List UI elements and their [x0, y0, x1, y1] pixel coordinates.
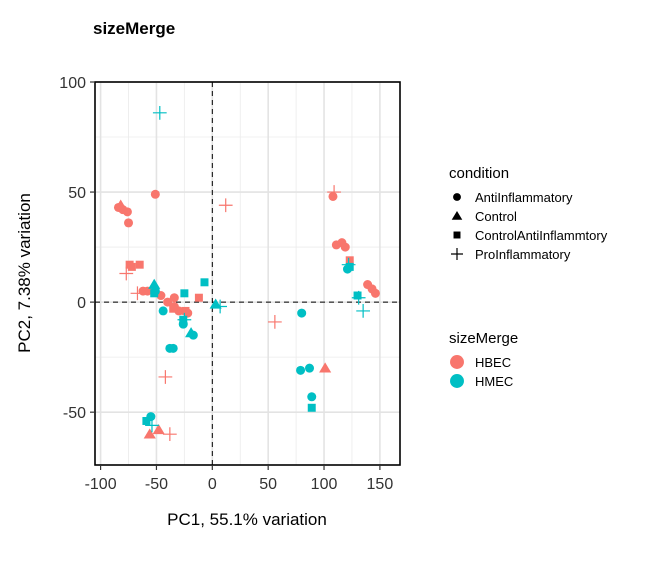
data-point-hbec-circle — [328, 191, 338, 201]
data-point-hmec-plus — [351, 290, 366, 305]
legend-label-antiinflammatory: AntiInflammatory — [475, 190, 573, 205]
y-axis: -50 0 50 100 — [59, 75, 95, 422]
data-point-hbec-circle — [340, 242, 350, 252]
x-tick-label: 50 — [259, 476, 277, 493]
reference-lines — [95, 82, 400, 465]
data-point-hmec-square — [150, 289, 159, 298]
legend-sizemerge-title: sizeMerge — [449, 330, 518, 347]
data-point-hbec-triangle — [114, 199, 127, 210]
data-point-hmec-circle — [168, 343, 178, 353]
data-point-hbec-square — [169, 304, 178, 313]
legend-label-hmec: HMEC — [475, 374, 513, 389]
x-tick-label: 100 — [311, 476, 338, 493]
data-point-hmec-circle — [304, 363, 315, 373]
x-tick-label: -100 — [85, 476, 117, 493]
y-axis-label: PC2, 7.38% variation — [15, 193, 34, 353]
data-point-hmec-square — [142, 416, 151, 425]
data-point-hmec-circle — [158, 306, 168, 316]
data-point-hbec-triangle — [319, 362, 332, 373]
legend-label-controlantiinflammtory: ControlAntiInflammtory — [475, 228, 608, 243]
data-point-hbec-plus — [158, 370, 173, 384]
plot-area — [94, 81, 401, 466]
legend-label-hbec: HBEC — [475, 355, 511, 370]
plot-border — [94, 81, 401, 466]
legend-sizemerge: sizeMerge HBEC HMEC — [449, 330, 518, 389]
data-point-hmec-circle — [297, 308, 307, 318]
data-point-hbec-circle — [122, 207, 132, 217]
y-tick-label: 100 — [59, 75, 86, 92]
y-tick-label: -50 — [63, 405, 86, 422]
legend-condition-title: condition — [449, 165, 509, 182]
plot-background — [95, 82, 400, 465]
legend-label-proinflammatory: ProInflammatory — [475, 247, 571, 262]
legend-key-hbec — [450, 355, 464, 369]
legend-key-triangle — [451, 210, 463, 220]
data-point-hmec-square — [353, 291, 362, 300]
x-axis: -100 -50 0 50 100 150 — [85, 465, 394, 493]
data-point-hmec-plus — [152, 105, 167, 120]
legend-key-hmec — [450, 374, 464, 388]
data-point-hmec-square — [345, 262, 354, 271]
data-point-hmec-square — [180, 289, 189, 298]
data-point-hmec-square — [307, 403, 316, 412]
data-point-hmec-circle — [296, 365, 306, 375]
data-point-hmec-plus — [177, 312, 192, 327]
data-point-hbec-circle — [370, 288, 380, 298]
data-point-hbec-square — [194, 293, 203, 302]
data-point-hbec-circle — [150, 189, 160, 199]
data-point-hbec-triangle — [152, 424, 165, 435]
data-point-hbec-plus — [162, 427, 177, 442]
y-tick-label: 0 — [77, 295, 86, 312]
data-point-hmec-triangle — [185, 327, 198, 338]
data-point-hbec-plus — [327, 185, 341, 199]
data-point-hbec-square — [345, 256, 354, 265]
legend-key-circle — [453, 193, 461, 201]
legend-key-plus — [451, 248, 463, 260]
data-point-hbec-circle — [124, 218, 134, 228]
data-point-hbec-plus — [267, 315, 282, 329]
data-point-hbec-square — [127, 262, 136, 271]
x-tick-label: 150 — [367, 476, 394, 493]
x-axis-label: PC1, 55.1% variation — [167, 510, 327, 529]
x-tick-label: -50 — [145, 476, 168, 493]
data-point-hbec-triangle — [143, 428, 156, 439]
legend-key-square — [453, 231, 461, 239]
data-point-hmec-square — [200, 278, 209, 287]
data-point-hbec-plus — [119, 266, 134, 281]
data-point-hbec-circle — [169, 293, 179, 303]
chart-title: sizeMerge — [93, 19, 175, 38]
data-points — [113, 105, 380, 442]
data-point-hmec-circle — [307, 392, 317, 402]
data-point-hbec-circle — [142, 286, 153, 296]
y-tick-label: 50 — [68, 185, 86, 202]
data-point-hmec-plus — [145, 418, 159, 433]
data-point-hmec-plus — [213, 299, 228, 314]
data-point-hbec-square — [181, 306, 190, 315]
data-point-hmec-plus — [341, 257, 356, 272]
data-point-hbec-plus — [130, 286, 145, 301]
data-point-hbec-square — [135, 260, 144, 269]
data-point-hbec-circle — [163, 297, 173, 307]
x-tick-label: 0 — [208, 476, 217, 493]
legend-label-control: Control — [475, 209, 517, 224]
legend-condition: condition AntiInflammatory Control Control… — [449, 165, 608, 262]
data-point-hmec-triangle — [148, 278, 161, 289]
data-point-hmec-plus — [356, 304, 371, 318]
data-point-hbec-plus — [218, 198, 233, 213]
